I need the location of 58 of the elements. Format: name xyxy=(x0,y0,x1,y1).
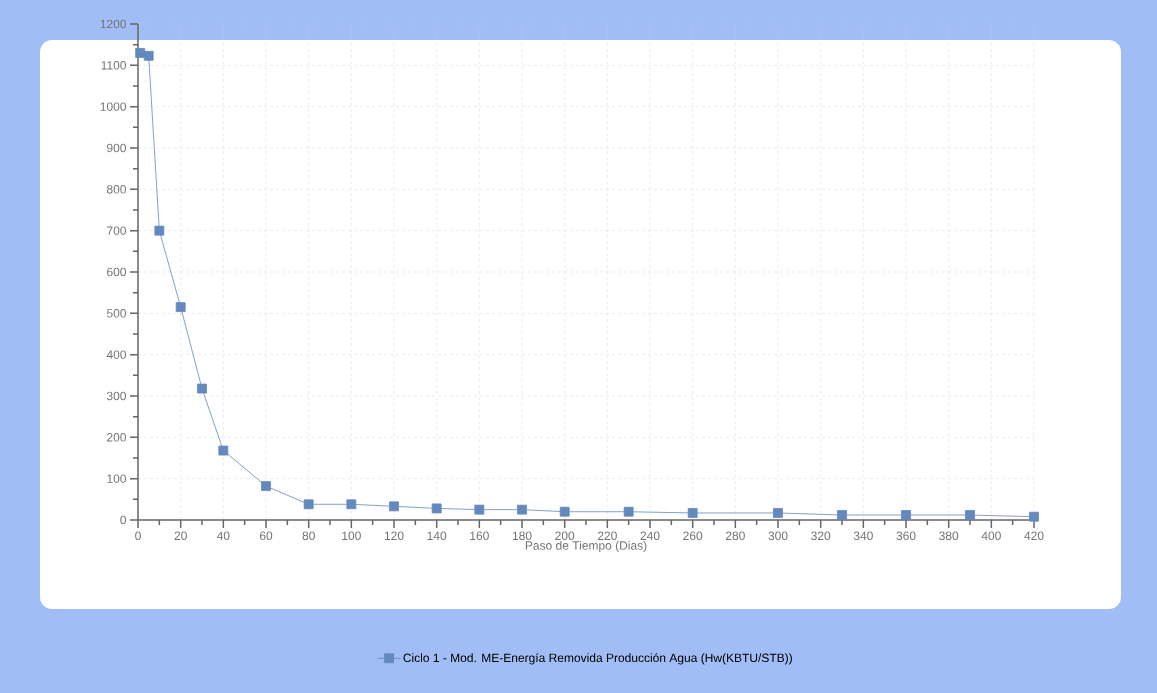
point xyxy=(261,481,271,491)
x-tick-label: 240 xyxy=(640,531,660,541)
point xyxy=(1029,511,1039,522)
point xyxy=(218,445,229,456)
x-tick-label: 280 xyxy=(725,531,745,541)
x-tick-label: 420 xyxy=(1024,531,1044,541)
point xyxy=(517,504,527,515)
y-tick-label: 400 xyxy=(106,350,127,359)
x-tick-label: 80 xyxy=(302,531,315,541)
y-tick-label: 900 xyxy=(107,143,127,153)
x-tick-label: 180 xyxy=(512,531,532,541)
y-tick-label: 0 xyxy=(120,515,127,525)
x-tick-label: 260 xyxy=(683,531,703,541)
x-tick-label: 340 xyxy=(853,531,873,541)
point xyxy=(687,508,698,518)
x-tick-label: 20 xyxy=(174,531,187,541)
x-tick-label: 200 xyxy=(555,531,575,541)
point xyxy=(389,501,399,512)
point xyxy=(175,302,186,313)
x-tick-label: 380 xyxy=(939,531,959,541)
point xyxy=(154,225,165,236)
x-tick-label: 400 xyxy=(981,531,1001,541)
point xyxy=(965,510,975,520)
x-tick-label: 60 xyxy=(259,531,273,541)
x-tick-label: 160 xyxy=(470,531,489,541)
x-tick-label: 360 xyxy=(896,531,916,541)
point xyxy=(474,504,485,515)
y-tick-label: 200 xyxy=(107,433,127,442)
y-tick-label: 500 xyxy=(106,309,127,318)
x-tick-label: 40 xyxy=(216,531,230,541)
x-tick-label: 320 xyxy=(811,531,831,541)
y-tick-label: 100 xyxy=(107,474,127,483)
y-tick-label: 300 xyxy=(106,391,127,401)
y-tick-label: 1000 xyxy=(100,102,127,111)
x-axis-title: Paso de Tiempo (Dias) xyxy=(525,540,647,553)
point xyxy=(303,499,314,510)
point xyxy=(197,383,207,394)
y-tick-label: 1200 xyxy=(100,19,127,29)
point xyxy=(837,510,847,520)
y-tick-label: 800 xyxy=(106,185,127,194)
y-tick-label: 1100 xyxy=(101,61,127,70)
x-tick-label: 220 xyxy=(597,531,617,541)
x-tick-label: 300 xyxy=(768,531,788,541)
y-tick-label: 700 xyxy=(107,226,127,235)
point xyxy=(559,506,570,517)
point xyxy=(431,503,442,514)
x-tick-label: 120 xyxy=(384,531,404,541)
point xyxy=(901,510,911,520)
x-tick-label: 100 xyxy=(342,531,361,541)
point xyxy=(346,499,357,510)
point xyxy=(623,506,634,517)
point xyxy=(773,508,783,518)
y-tick-label: 600 xyxy=(107,267,127,277)
point xyxy=(143,50,154,61)
legend-label: Ciclo 1 - Mod. ME-Energía Removida Producción Agua (Hw(KBTU/STB)) xyxy=(403,653,792,665)
x-tick-label: 0 xyxy=(135,531,141,541)
x-tick-label: 140 xyxy=(427,531,447,541)
point xyxy=(135,48,146,58)
